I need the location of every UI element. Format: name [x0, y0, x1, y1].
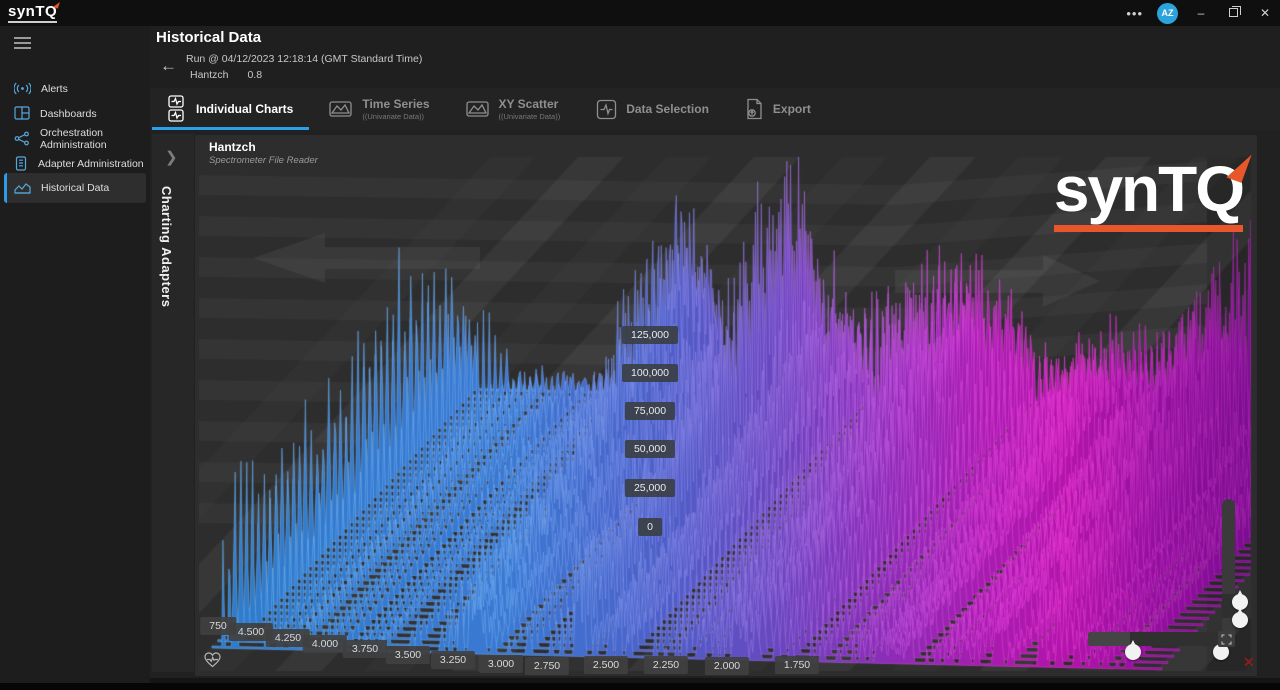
close-chart-icon[interactable]: ✕: [1243, 654, 1255, 671]
tab-export[interactable]: Export: [727, 88, 829, 130]
y-axis-tick: 75,000: [625, 402, 675, 420]
sidebar-item-alerts[interactable]: Alerts: [4, 76, 146, 101]
tab-sublabel: ((Univariate Data)): [362, 112, 429, 121]
x-axis-tick: 4.000: [303, 635, 347, 653]
x-axis-tick: 1.750: [775, 656, 819, 674]
sidebar: Alerts Dashboards Orchestration Administ…: [0, 26, 150, 684]
more-options-icon[interactable]: •••: [1126, 6, 1143, 21]
sidebar-item-label: Alerts: [41, 83, 68, 95]
horizontal-slider-handle-left[interactable]: [1125, 644, 1141, 660]
sidebar-item-label: Orchestration Administration: [40, 127, 146, 151]
charting-adapters-label: Charting Adapters: [159, 186, 174, 307]
run-name-version: Hantzch 0.8: [190, 69, 262, 81]
fit-to-view-button[interactable]: [1218, 631, 1235, 647]
heartbeat-icon[interactable]: [203, 651, 222, 668]
tab-label: Export: [773, 102, 811, 116]
y-axis-tick: 100,000: [622, 364, 678, 382]
logo-wedge-icon: [53, 0, 60, 8]
adapter-icon: [14, 156, 28, 171]
page-title: Historical Data: [156, 29, 261, 46]
expand-chevron-icon[interactable]: ❯: [165, 148, 178, 166]
alerts-icon: [14, 81, 31, 96]
time-series-icon: [329, 99, 353, 119]
x-axis-tick: 2.250: [644, 656, 688, 674]
individual-charts-icon: [168, 95, 187, 123]
x-axis-tick: 3.500: [386, 646, 430, 664]
x-axis-tick: 3.750: [343, 640, 387, 658]
chart-panel: Hantzch Spectrometer File Reader synTQ 7…: [195, 135, 1257, 676]
y-axis-tick: 50,000: [625, 440, 675, 458]
tab-individual-charts[interactable]: Individual Charts: [150, 88, 311, 130]
tab-xy-scatter[interactable]: XY Scatter ((Univariate Data)): [448, 88, 579, 130]
restore-button[interactable]: [1224, 6, 1242, 20]
run-timestamp: Run @ 04/12/2023 12:18:14 (GMT Standard …: [186, 53, 422, 65]
titlebar: synTQ ••• AZ – ✕: [0, 0, 1280, 26]
x-axis-tick: 2.500: [584, 656, 628, 674]
window-bottom-edge: [0, 683, 1280, 690]
sidebar-item-historical-data[interactable]: Historical Data: [4, 173, 146, 203]
restore-icon: [1229, 8, 1238, 17]
sidebar-item-label: Adapter Administration: [38, 158, 144, 170]
historical-data-icon: [14, 181, 31, 195]
x-axis-tick: 3.250: [431, 651, 475, 669]
hamburger-menu-icon[interactable]: [14, 34, 31, 52]
chart-title: Hantzch: [209, 140, 256, 154]
tab-data-selection[interactable]: Data Selection: [578, 88, 727, 130]
x-axis-tick: 3.000: [479, 655, 523, 673]
sidebar-item-dashboards[interactable]: Dashboards: [4, 101, 146, 126]
tab-time-series[interactable]: Time Series ((Univariate Data)): [311, 88, 447, 130]
avatar[interactable]: AZ: [1157, 3, 1178, 24]
charting-adapters-collapsed-panel[interactable]: ❯ Charting Adapters: [152, 134, 194, 672]
horizontal-range-slider[interactable]: [1088, 632, 1235, 646]
sidebar-item-label: Dashboards: [40, 108, 97, 120]
page-header: Historical Data ← Run @ 04/12/2023 12:18…: [150, 26, 1280, 88]
sidebar-item-label: Historical Data: [41, 182, 109, 194]
y-axis-tick: 25,000: [625, 479, 675, 497]
x-axis-tick: 2.750: [525, 657, 569, 675]
run-name: Hantzch: [190, 69, 229, 81]
y-axis-tick: 125,000: [622, 326, 678, 344]
app-logo: synTQ: [8, 3, 57, 23]
content-area: ❯ Charting Adapters Hantzch Spectrometer…: [150, 130, 1280, 678]
tab-bar: Individual Charts Time Series ((Univaria…: [150, 88, 1280, 130]
tab-label: Individual Charts: [196, 102, 293, 116]
run-version: 0.8: [247, 69, 262, 81]
dashboards-icon: [14, 106, 30, 121]
tab-label: Data Selection: [626, 102, 709, 116]
watermark-underline: [1054, 225, 1243, 232]
orchestration-icon: [14, 131, 30, 146]
syntq-watermark: synTQ: [1054, 157, 1243, 232]
x-axis-tick: 2.000: [705, 657, 749, 675]
vertical-slider-handle-bottom[interactable]: [1232, 612, 1248, 628]
close-button[interactable]: ✕: [1256, 6, 1274, 20]
horizontal-range-unselected: [1088, 632, 1130, 646]
sidebar-item-orchestration-administration[interactable]: Orchestration Administration: [4, 126, 146, 151]
expand-arrows-icon: [1221, 634, 1232, 645]
xy-scatter-icon: [466, 99, 490, 119]
chart-subtitle: Spectrometer File Reader: [209, 155, 318, 166]
tab-sublabel: ((Univariate Data)): [499, 112, 561, 121]
minimize-button[interactable]: –: [1192, 6, 1210, 20]
y-axis-tick: 0: [638, 518, 662, 536]
back-arrow-icon[interactable]: ←: [160, 56, 177, 76]
data-selection-icon: [596, 99, 617, 120]
tab-label: Time Series: [362, 97, 429, 111]
tab-label: XY Scatter: [499, 97, 561, 111]
export-icon: [745, 98, 764, 120]
